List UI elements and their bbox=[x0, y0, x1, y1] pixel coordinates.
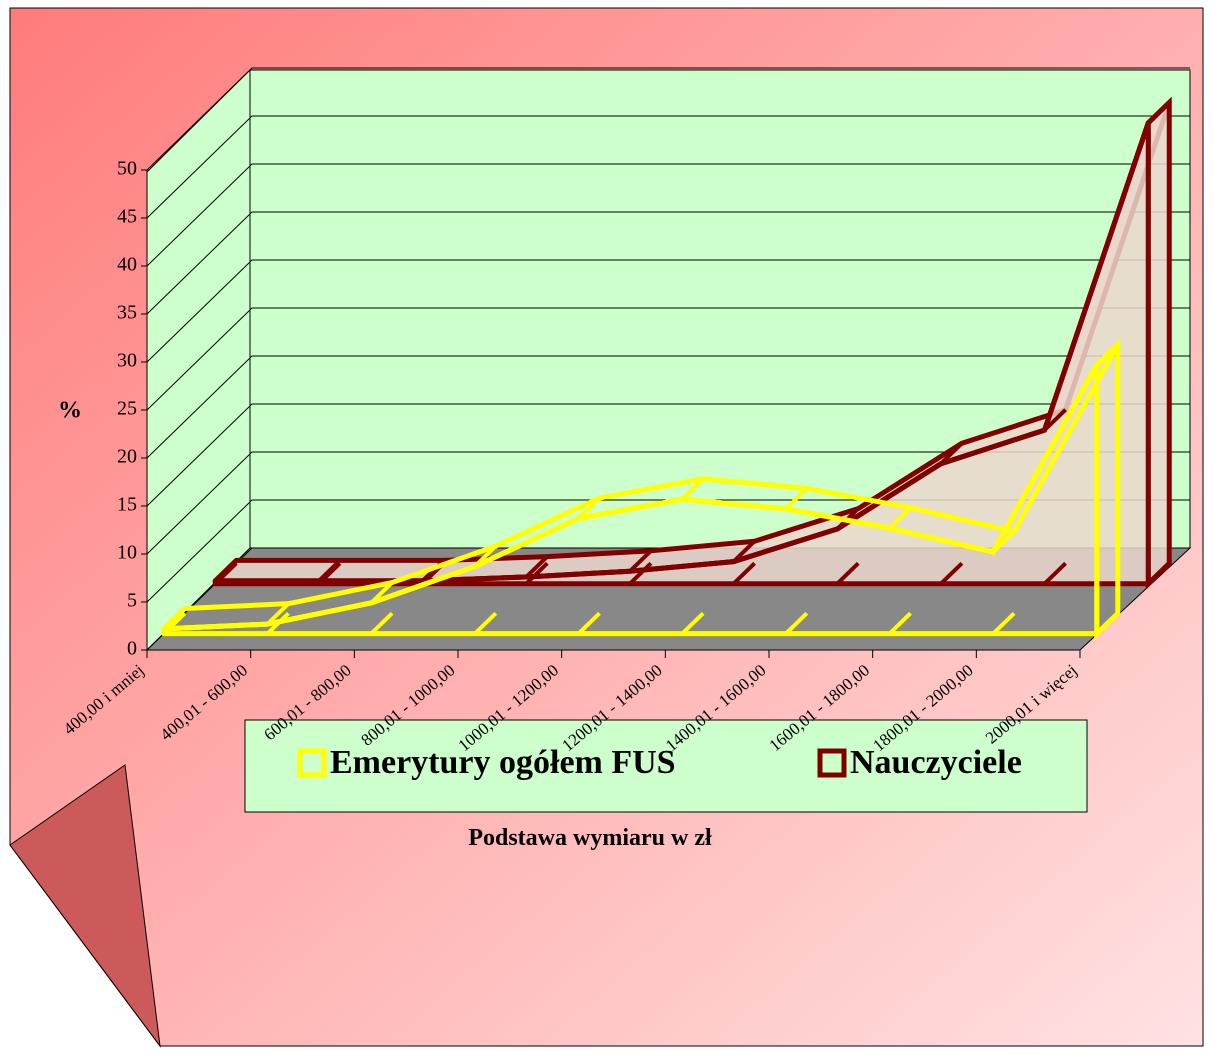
ribbon-edge bbox=[784, 487, 809, 511]
y-axis-title: % bbox=[58, 398, 82, 424]
ribbon-edge bbox=[784, 611, 809, 636]
ribbon-edge bbox=[473, 611, 498, 636]
ribbon-edge bbox=[680, 477, 705, 501]
y-tick-label: 15 bbox=[117, 494, 137, 516]
grid-line bbox=[146, 451, 1190, 555]
ribbon-edge bbox=[369, 611, 394, 636]
grid-line bbox=[146, 115, 1190, 219]
y-tick-label: 30 bbox=[117, 350, 137, 372]
y-tick-label: 0 bbox=[127, 638, 137, 660]
grid-line bbox=[146, 67, 1190, 171]
grid-line bbox=[146, 307, 1190, 411]
ribbon-edge bbox=[628, 561, 653, 586]
ribbon-edge bbox=[1043, 561, 1067, 586]
ribbon-edge bbox=[577, 611, 601, 636]
y-tick-label: 10 bbox=[117, 542, 137, 564]
ribbon-edge bbox=[1095, 343, 1120, 367]
ribbon-edge bbox=[628, 549, 653, 573]
ribbon-edge bbox=[162, 607, 187, 631]
legend-label: Nauczyciele bbox=[850, 744, 1022, 781]
grid-line bbox=[146, 403, 1190, 507]
ribbon-edge bbox=[524, 555, 549, 579]
ribbon-edge bbox=[266, 602, 290, 626]
ribbon-edge bbox=[1146, 101, 1171, 125]
ribbon-edge bbox=[317, 558, 342, 583]
ribbon-edge bbox=[1146, 561, 1171, 586]
y-tick-label: 40 bbox=[117, 254, 137, 276]
grid-line bbox=[146, 355, 1190, 459]
ribbon-end bbox=[1145, 96, 1172, 590]
y-tick-label: 25 bbox=[117, 398, 137, 420]
ribbon-edge bbox=[835, 561, 860, 586]
y-tick-label: 50 bbox=[117, 158, 137, 180]
ribbon-edge bbox=[939, 561, 964, 586]
grid-line bbox=[146, 259, 1190, 363]
ribbon-edge bbox=[577, 496, 601, 520]
page-curl bbox=[9, 764, 161, 1048]
ribbon-edge bbox=[680, 611, 705, 636]
legend-label: Emerytury ogółem FUS bbox=[330, 744, 676, 781]
y-tick-label: 5 bbox=[127, 590, 137, 612]
grid-line bbox=[146, 163, 1190, 267]
y-tick-label: 35 bbox=[117, 302, 137, 324]
legend-box bbox=[244, 719, 1088, 813]
ribbon-edge bbox=[888, 611, 912, 636]
ribbon-edge bbox=[524, 561, 549, 586]
legend-swatch bbox=[297, 748, 327, 778]
series bbox=[212, 96, 1172, 590]
y-tick-label: 20 bbox=[117, 446, 137, 468]
ribbon-edge bbox=[213, 558, 238, 583]
ribbon-edge bbox=[1095, 611, 1120, 636]
area bbox=[215, 122, 1151, 584]
y-tick-label: 45 bbox=[117, 206, 137, 228]
series bbox=[161, 338, 1121, 640]
legend-swatch bbox=[817, 748, 847, 778]
ribbon-edge bbox=[991, 611, 1016, 636]
grid-line bbox=[146, 211, 1190, 315]
area bbox=[163, 363, 1099, 632]
ribbon-edge bbox=[888, 506, 912, 530]
x-axis-title: Podstawa wymiaru w zł bbox=[468, 825, 712, 851]
ribbon-edge bbox=[732, 561, 756, 586]
